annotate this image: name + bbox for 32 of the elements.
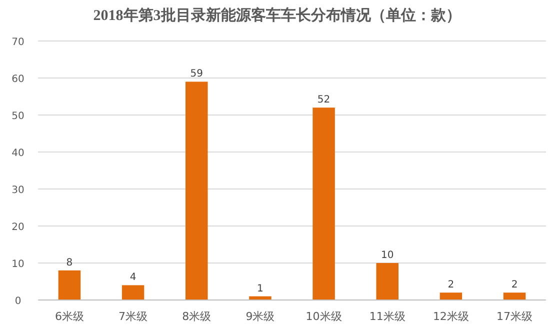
bar <box>312 108 335 300</box>
bar <box>503 292 526 300</box>
x-tick-label: 6米级 <box>54 310 84 323</box>
x-tick-label: 7米级 <box>118 310 148 323</box>
y-tick-label: 30 <box>12 185 24 196</box>
data-label: 10 <box>381 250 394 261</box>
y-tick-label: 0 <box>14 296 22 307</box>
data-label: 4 <box>130 272 136 284</box>
bar <box>186 82 208 300</box>
data-label: 2 <box>511 280 518 291</box>
y-tick-label: 50 <box>12 111 24 122</box>
data-label: 1 <box>257 283 264 294</box>
data-label: 8 <box>66 257 73 268</box>
x-tick-label: 17米级 <box>496 310 533 323</box>
y-tick-label: 40 <box>12 148 24 159</box>
x-tick-label: 9米级 <box>246 310 275 323</box>
y-tick-label: 70 <box>12 37 24 48</box>
y-tick-label: 10 <box>12 259 24 270</box>
bar <box>376 263 398 300</box>
data-label: 59 <box>190 68 203 80</box>
data-label: 52 <box>317 94 330 106</box>
chart-title: 2018年第3批目录新能源客车车长分布情况（单位：款） <box>93 6 461 24</box>
x-tick-label: 10米级 <box>306 310 342 323</box>
x-tick-label: 8米级 <box>182 310 212 323</box>
bar <box>440 292 462 300</box>
bar <box>58 270 81 300</box>
data-label: 2 <box>448 280 454 291</box>
x-tick-label: 11米级 <box>369 310 406 323</box>
bar <box>122 285 144 300</box>
y-tick-label: 20 <box>12 222 24 233</box>
y-tick-label: 60 <box>12 74 24 85</box>
x-tick-label: 12米级 <box>432 310 469 323</box>
